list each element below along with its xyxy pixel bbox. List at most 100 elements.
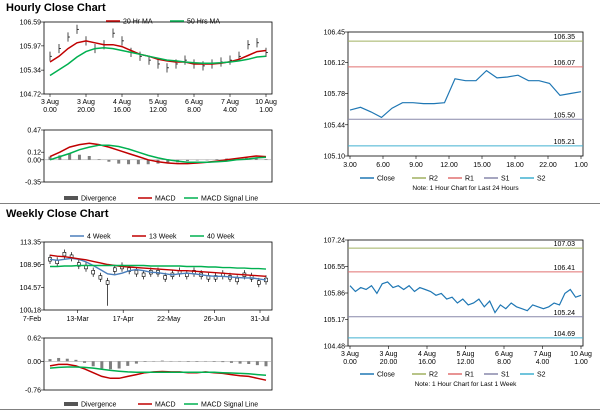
divergence-bar: [247, 361, 251, 364]
legend-50hr-label: 50 Hrs MA: [187, 19, 220, 26]
x-tick-label: 20.00: [380, 359, 398, 366]
divergence-bar: [254, 157, 258, 160]
divergence-bar: [58, 155, 62, 160]
ma-40week-line: [50, 264, 267, 270]
x-tick-label: 22-May: [157, 316, 181, 323]
x-tick-label: 17-Apr: [113, 316, 135, 323]
legend-r2-label: R2: [429, 372, 438, 379]
candle-body: [105, 280, 110, 285]
plot-frame: [347, 239, 584, 347]
hourly-section-title: Hourly Close Chart: [6, 2, 106, 14]
y-tick-label: 104.72: [20, 92, 42, 99]
candle-body: [163, 275, 167, 280]
divergence-bar: [264, 361, 268, 367]
divergence-bar: [134, 361, 138, 364]
y-tick-label: 105.78: [324, 91, 346, 98]
ma-13week-line: [49, 254, 267, 277]
divergence-bar: [186, 361, 190, 362]
legend-13week-label: 13 Week: [149, 234, 177, 241]
x-tick-label: 16.00: [113, 107, 131, 114]
divergence-bar: [212, 361, 216, 362]
y-tick-label: 108.96: [20, 262, 42, 269]
divergence-bar: [152, 360, 156, 362]
macd-line: [49, 142, 267, 165]
divergence-bar: [77, 154, 81, 160]
x-tick-label: 4.00: [536, 359, 550, 366]
x-tick-label: 18.00: [506, 162, 524, 169]
plot-frame: [43, 241, 273, 311]
divergence-bar: [160, 360, 164, 362]
legend-s2-label: S2: [537, 372, 546, 379]
divergence-bar: [117, 159, 121, 164]
weekly-macd-chart: 0.62 0.00 -0.76 Divergence MACD MACD Signal L…: [25, 336, 273, 409]
x-tick-label: 10 Aug: [570, 351, 592, 358]
y-tick-label: 105.44: [324, 122, 346, 129]
level-s2-label: 104.69: [554, 331, 576, 338]
legend-macd-label: MACD: [155, 196, 176, 203]
y-tick-label: 0.12: [27, 150, 41, 157]
close-line: [349, 69, 582, 119]
y-tick-label: 106.59: [20, 20, 42, 27]
divergence-bar: [136, 159, 140, 165]
x-tick-label: 1.00: [259, 107, 273, 114]
divergence-bar: [108, 361, 112, 370]
chart-note: Note: 1 Hour Chart for Last 1 Week: [415, 381, 518, 388]
plot-frame: [347, 31, 584, 157]
y-tick-label: -0.35: [25, 180, 41, 187]
level-s2-label: 105.21: [554, 139, 576, 146]
macd-signal-line: [49, 144, 267, 164]
legend-macd-signal-label: MACD Signal Line: [201, 196, 258, 203]
divergence-bar: [229, 361, 233, 363]
level-r1-label: 106.07: [554, 60, 576, 67]
divergence-bar: [178, 360, 182, 362]
x-tick-label: 3 Aug: [41, 99, 59, 106]
legend-r1-label: R1: [465, 372, 474, 379]
legend-s2-label: S2: [537, 176, 546, 183]
y-tick-label: 104.57: [20, 285, 42, 292]
divergence-bar: [166, 159, 170, 163]
level-r2-label: 106.35: [554, 34, 576, 41]
divergence-bar: [127, 159, 131, 165]
x-tick-label: 4.00: [223, 107, 237, 114]
bottom-divider: [0, 409, 600, 410]
hourly-pivot-chart: 106.45 106.12 105.78 105.44 105.10 106.35 106.…: [324, 30, 588, 193]
divergence-bar: [238, 361, 242, 364]
y-tick-label: 104.48: [324, 344, 346, 351]
divergence-bar: [65, 358, 69, 362]
weekly-pivot-chart: 107.24 106.55 105.86 105.17 104.48 107.03 106.…: [324, 238, 592, 389]
legend-macd-signal-label: MACD Signal Line: [201, 402, 258, 409]
x-tick-label: 12.00: [149, 107, 167, 114]
divergence-bar: [204, 360, 208, 362]
x-tick-label: 3 Aug: [380, 351, 398, 358]
y-tick-label: 106.55: [324, 264, 346, 271]
chart-note: Note: 1 Hour Chart for Last 24 Hours: [412, 185, 519, 192]
x-tick-label: 3.00: [343, 162, 357, 169]
level-s1-label: 105.50: [554, 112, 576, 119]
x-tick-label: 4 Aug: [418, 351, 436, 358]
x-tick-label: 1.00: [574, 359, 588, 366]
x-tick-label: 6 Aug: [185, 99, 203, 106]
x-tick-label: 20.00: [77, 107, 95, 114]
hourly-macd-chart: 0.47 0.120.00 -0.35 Divergence MACD MACD Sign…: [25, 128, 273, 203]
legend-4week-label: 4 Week: [87, 234, 111, 241]
legend-s1-label: S1: [501, 372, 510, 379]
legend-r1-label: R1: [465, 176, 474, 183]
y-tick-label: 100.18: [20, 308, 42, 315]
y-tick-label: 105.10: [324, 154, 346, 161]
legend-divergence-label: Divergence: [81, 402, 117, 409]
candle-body: [91, 270, 95, 275]
divergence-bar: [117, 361, 121, 369]
y-tick-label: 0.00: [27, 359, 41, 366]
x-tick-label: 26-Jun: [204, 316, 226, 323]
candle-body: [98, 275, 103, 280]
x-tick-label: 12.00: [457, 359, 475, 366]
y-tick-label: 106.45: [324, 30, 346, 37]
legend-s1-label: S1: [501, 176, 510, 183]
legend-40week-label: 40 Week: [207, 234, 235, 241]
y-tick-label: 105.97: [20, 43, 42, 50]
divergence-bar: [185, 159, 189, 162]
x-tick-label: 6 Aug: [495, 351, 513, 358]
divergence-bar: [48, 359, 52, 362]
y-tick-label: 113.35: [20, 240, 41, 247]
section-divider: [0, 203, 600, 204]
